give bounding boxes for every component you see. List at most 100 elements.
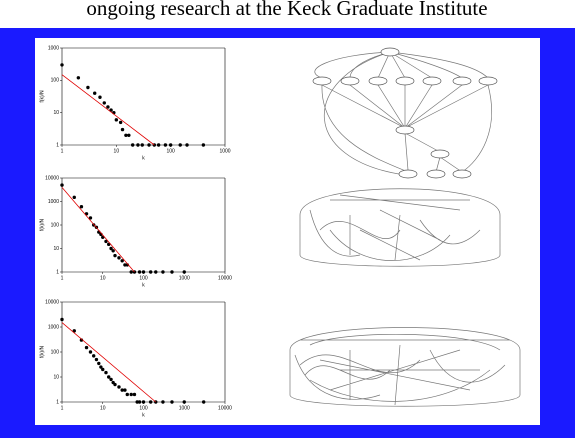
- y-tick-label: 100: [51, 222, 60, 228]
- fit-line: [61, 187, 135, 273]
- y-tick-label: 1: [56, 269, 59, 275]
- fit-line: [61, 322, 157, 403]
- data-point: [168, 143, 173, 147]
- data-point: [120, 127, 125, 132]
- data-point: [113, 253, 117, 258]
- data-point: [154, 270, 158, 274]
- x-tick-label: 1000: [179, 405, 190, 411]
- x-tick-label: 10: [100, 275, 106, 281]
- data-point: [109, 377, 113, 382]
- data-point: [101, 367, 105, 372]
- data-point: [72, 195, 76, 200]
- data-point: [86, 85, 90, 90]
- white-panel: [35, 38, 540, 425]
- x-tick-label: 1: [61, 275, 64, 281]
- y-tick-label: 10000: [45, 175, 59, 181]
- x-tick-label: 100: [166, 148, 175, 154]
- data-point: [60, 63, 64, 67]
- data-point: [137, 270, 142, 274]
- data-point: [120, 388, 124, 392]
- data-point: [117, 385, 121, 389]
- data-point: [182, 400, 186, 404]
- x-tick-label: 1: [61, 148, 64, 154]
- data-point: [148, 400, 153, 404]
- data-point: [111, 249, 115, 253]
- data-point: [114, 118, 119, 122]
- data-point: [88, 350, 93, 354]
- network-diagram: [289, 327, 521, 407]
- data-point: [178, 143, 182, 147]
- data-point: [132, 392, 137, 397]
- data-point: [163, 143, 168, 147]
- x-tick-label: 10: [100, 405, 106, 411]
- y-axis-label: f(k)/N: [39, 346, 45, 359]
- data-point: [107, 375, 111, 379]
- y-tick-label: 10: [53, 110, 59, 116]
- data-point: [104, 239, 108, 244]
- data-point: [123, 263, 127, 267]
- data-point: [106, 105, 110, 109]
- data-point: [120, 259, 124, 263]
- y-tick-label: 10000: [45, 299, 59, 305]
- data-point: [92, 354, 96, 358]
- x-axis-label: k: [142, 155, 145, 161]
- data-point: [127, 133, 131, 137]
- data-point: [148, 270, 153, 274]
- data-point: [140, 143, 144, 147]
- data-point: [117, 256, 121, 260]
- y-tick-label: 1: [56, 399, 59, 405]
- data-point: [98, 95, 102, 99]
- data-point: [124, 133, 128, 137]
- data-point: [118, 120, 123, 125]
- data-point: [79, 338, 84, 342]
- data-point: [84, 345, 89, 350]
- data-point: [104, 370, 108, 375]
- data-point: [135, 400, 139, 404]
- data-point: [170, 400, 174, 404]
- data-point: [60, 317, 64, 322]
- data-point: [102, 101, 106, 105]
- y-axis-label: f(k)/N: [39, 219, 45, 232]
- x-tick-label: 10000: [218, 275, 232, 281]
- data-point: [72, 329, 76, 333]
- data-point: [76, 76, 81, 80]
- fit-line: [61, 74, 155, 146]
- data-point: [136, 143, 140, 147]
- y-tick-label: 1000: [48, 324, 59, 330]
- data-point: [182, 270, 186, 274]
- data-point: [141, 400, 146, 404]
- network-diagram: [299, 188, 501, 267]
- data-point: [97, 361, 101, 366]
- data-point: [137, 400, 142, 404]
- data-point: [88, 216, 93, 220]
- network-diagram: [312, 47, 498, 179]
- y-tick-label: 10: [53, 374, 59, 380]
- y-tick-label: 10: [53, 246, 59, 252]
- data-point: [60, 183, 64, 187]
- y-tick-label: 100: [51, 349, 60, 355]
- data-point: [156, 143, 161, 147]
- data-point: [161, 270, 165, 274]
- data-point: [170, 270, 174, 274]
- data-point: [109, 246, 113, 251]
- x-tick-label: 100: [139, 275, 148, 281]
- data-point: [79, 205, 84, 209]
- data-point: [123, 388, 127, 392]
- y-axis-label: f(k)/N: [39, 90, 45, 103]
- data-point: [99, 365, 103, 369]
- data-point: [129, 270, 133, 274]
- data-point: [94, 357, 99, 362]
- y-tick-label: 1000: [48, 199, 59, 205]
- x-tick-label: 1000: [179, 275, 190, 281]
- data-point: [129, 392, 133, 397]
- data-point: [201, 143, 206, 147]
- data-point: [161, 400, 165, 404]
- y-tick-label: 100: [51, 78, 60, 84]
- x-axis-label: k: [142, 282, 145, 288]
- x-tick-label: 1: [61, 405, 64, 411]
- x-tick-label: 1000: [219, 148, 230, 154]
- data-point: [201, 400, 206, 404]
- data-point: [130, 143, 135, 147]
- y-tick-label: 1: [56, 142, 59, 148]
- x-tick-label: 10: [114, 148, 120, 154]
